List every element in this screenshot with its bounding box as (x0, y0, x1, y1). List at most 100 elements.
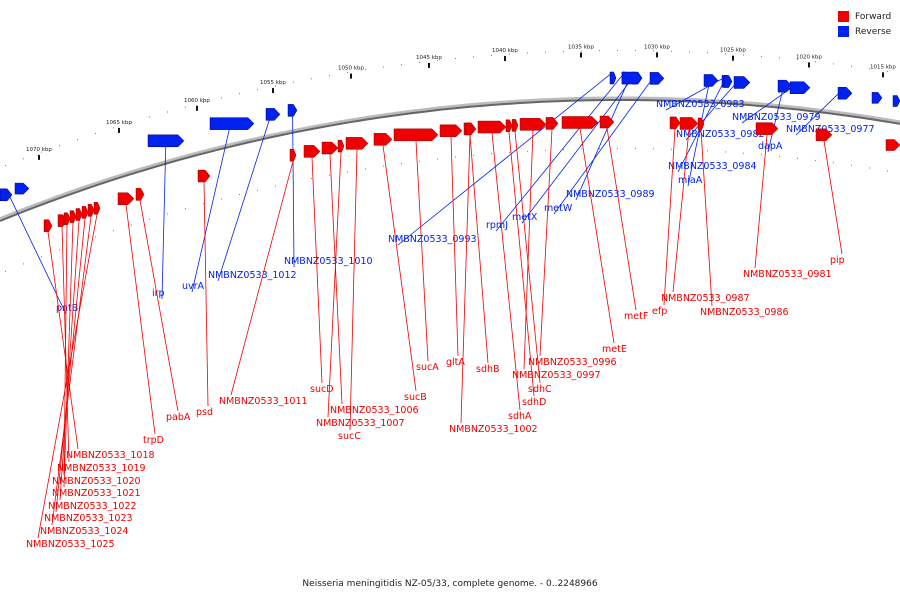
outer-track-dot (815, 61, 816, 63)
forward-gene-arrow (465, 122, 475, 136)
gene-label: pabA (166, 412, 191, 423)
leader-line (741, 81, 801, 124)
gene-label: NMBNZ0533_0977 (786, 124, 875, 135)
kbp-tick-label: 1050 kbp (338, 66, 364, 72)
legend-reverse: Reverse (838, 24, 891, 39)
gene-label: NMBNZ0533_1007 (316, 418, 405, 429)
inner-track-dot (527, 150, 528, 152)
leader-line (292, 104, 295, 268)
gene-label: miaA (678, 175, 703, 186)
leader-line (415, 140, 429, 362)
forward-gene-arrow (477, 120, 507, 134)
outer-track-dot (329, 75, 330, 77)
outer-track-dot (779, 57, 780, 59)
outer-track-dot (887, 71, 888, 73)
reverse-gene-arrow (265, 108, 281, 121)
leader-line (51, 216, 92, 526)
leader-line (37, 214, 98, 539)
inner-track-dot (671, 148, 672, 150)
gene-label: NMBNZ0533_1023 (44, 513, 133, 524)
kbp-ticks: 1070 kbp 1065 kbp 1060 kbp 1055 kbp 1050 kbp… (26, 44, 896, 160)
kbp-tick-label: 1060 kbp (184, 98, 210, 104)
kbp-tick (580, 52, 582, 58)
inner-track-dot (329, 174, 330, 176)
leader-line (491, 132, 521, 411)
gene-label: metE (602, 344, 627, 355)
leader-line (514, 131, 541, 384)
leader-line (672, 129, 690, 293)
inner-track-dot (545, 149, 546, 151)
legend-forward-label: Forward (855, 11, 892, 22)
leader-line (59, 220, 80, 501)
leader-line (553, 72, 658, 215)
inner-track-dot (455, 156, 456, 158)
kbp-tick (808, 62, 810, 68)
gene-label: irp (152, 288, 165, 299)
gene-label: NMBNZ0533_0997 (512, 370, 601, 381)
forward-gene-arrow (197, 169, 211, 183)
gene-label: NMBNZ0533_1019 (57, 463, 146, 474)
forward-gene-arrow (75, 208, 83, 221)
outer-track-dot (167, 111, 168, 113)
leader-line (754, 134, 768, 269)
gene-label: sucD (310, 384, 334, 395)
inner-track-dot (311, 178, 312, 180)
leader-line (521, 71, 638, 224)
inner-track-dot (887, 170, 888, 172)
leader-line (606, 127, 637, 311)
kbp-tick-label: 1045 kbp (416, 55, 442, 61)
inner-track-dot (167, 213, 168, 215)
reverse-gene-arrow (837, 86, 853, 100)
leader-line (217, 108, 274, 282)
outer-track-dot (761, 55, 762, 57)
gene-label: NMBNZ0533_0984 (668, 161, 757, 172)
gene-label: psd (196, 407, 213, 418)
gene-label: sdhA (508, 411, 532, 422)
forward-gene-arrow (599, 115, 615, 129)
leader-line (523, 130, 534, 370)
forward-gene-arrow (93, 202, 101, 215)
map-caption: Neisseria meningitidis NZ-05/33, complet… (302, 579, 598, 589)
outer-track-dot (77, 139, 78, 141)
inner-track-dot (203, 203, 204, 205)
inner-track-dot (581, 148, 582, 150)
forward-gene-arrow (117, 192, 135, 206)
reverse-gene-arrow (0, 188, 13, 202)
inner-track-dot (383, 165, 384, 167)
gene-label: NMBNZ0533_1024 (40, 526, 129, 537)
reverse-swatch (838, 26, 849, 37)
inner-track-dot (725, 151, 726, 153)
forward-gene-arrow (81, 206, 89, 219)
gene-label: pip (830, 255, 845, 266)
leader-line (767, 80, 786, 153)
leader-line (5, 188, 67, 315)
forward-gene-arrow (373, 133, 393, 146)
gene-label: uvrA (182, 281, 205, 292)
inner-track-dot (5, 270, 6, 272)
outer-track-dot (635, 50, 636, 52)
gene-label: NMBNZ0533_1021 (52, 488, 141, 499)
leader-line (575, 71, 633, 201)
forward-gene-arrow (519, 118, 547, 131)
backbone-shadow (0, 96, 900, 221)
outer-track-dot (833, 63, 834, 65)
forward-gene-arrow (669, 116, 681, 130)
outer-track-dot (509, 53, 510, 55)
leader-line (161, 134, 167, 300)
gene-label: NMBNZ0533_0989 (566, 189, 655, 200)
kbp-tick (272, 88, 274, 94)
leader-line (685, 76, 743, 141)
gene-label: sucB (404, 392, 427, 403)
gene-label: NMBNZ0533_0981 (743, 269, 832, 280)
leader-line (230, 161, 294, 396)
inner-track-dot (635, 148, 636, 150)
forward-gene-arrow (135, 188, 145, 201)
reverse-gene-arrow (621, 71, 643, 85)
gene-label: trpD (143, 435, 164, 446)
leader-line (382, 145, 417, 392)
kbp-tick (428, 62, 430, 68)
leader-line (327, 152, 342, 418)
reverse-gene-arrow (789, 81, 811, 94)
leader-line (55, 218, 86, 513)
inner-track-dot (869, 167, 870, 169)
